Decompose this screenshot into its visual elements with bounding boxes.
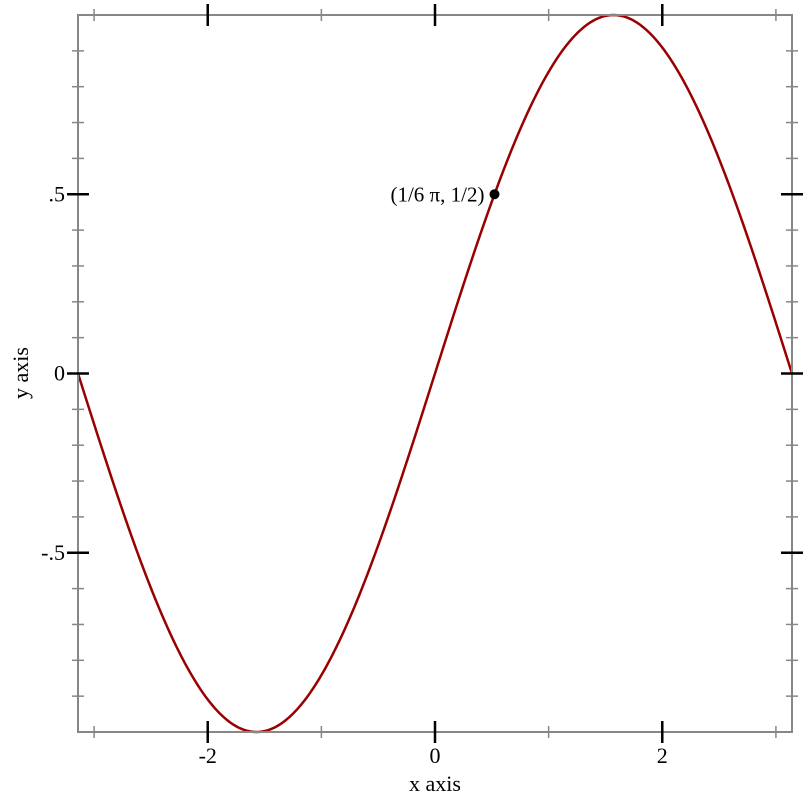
x-tick-label: 2	[657, 743, 668, 768]
y-tick-label: 0	[54, 361, 65, 386]
point-marker	[489, 189, 500, 200]
y-tick-label: -.5	[41, 540, 65, 565]
x-axis-label: x axis	[409, 771, 461, 796]
y-tick-label: .5	[49, 181, 66, 206]
y-axis-label: y axis	[8, 347, 33, 399]
x-tick-label: 0	[430, 743, 441, 768]
x-tick-label: -2	[199, 743, 217, 768]
sine-curve	[76, 13, 794, 734]
point-label: (1/6 π, 1/2)	[390, 182, 484, 206]
